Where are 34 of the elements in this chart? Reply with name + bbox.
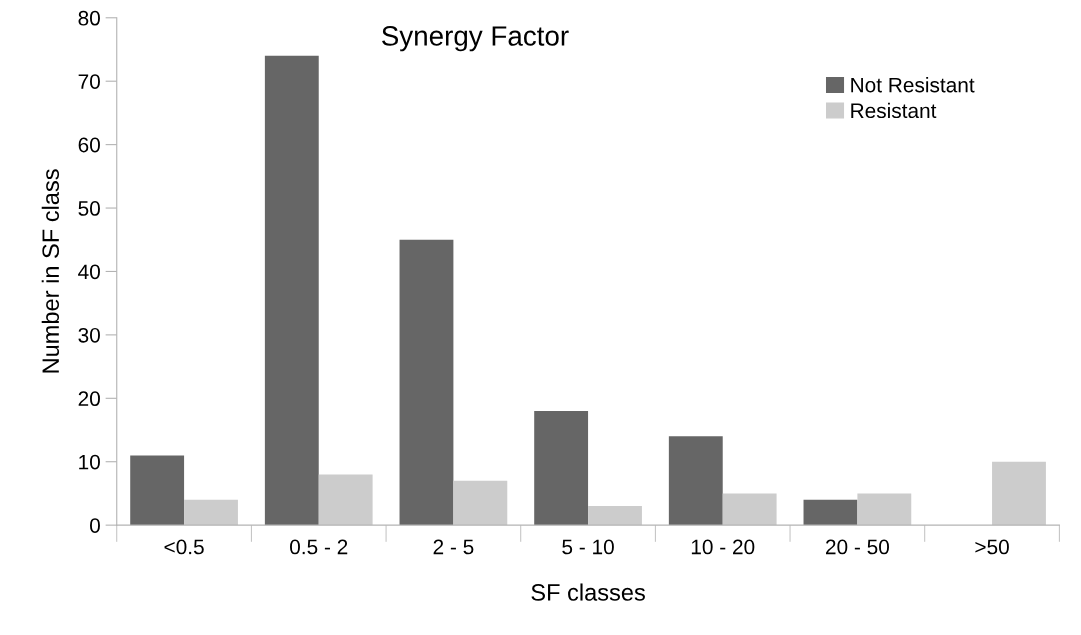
- bar: [992, 461, 1046, 526]
- bar: [184, 499, 238, 526]
- bar: [722, 493, 777, 526]
- bar: [803, 499, 858, 526]
- x-axis-title: SF classes: [531, 583, 645, 601]
- x-tick-label: 10 - 20: [691, 539, 755, 555]
- x-tick-label: 0.5 - 2: [290, 539, 348, 555]
- y-tick-label: 20: [78, 391, 100, 407]
- x-tick-label: <0.5: [164, 539, 204, 555]
- bar: [588, 506, 642, 526]
- y-tick-label: 60: [78, 137, 100, 153]
- x-tick-label: 5 - 10: [562, 539, 614, 555]
- y-axis-title: Number in SF class: [41, 169, 60, 373]
- bar: [534, 410, 589, 526]
- bar: [264, 55, 319, 526]
- chart-title: Synergy Factor: [382, 26, 569, 52]
- y-tick-label: 40: [78, 264, 100, 280]
- y-tick-label: 30: [78, 327, 100, 343]
- y-tick-label: 50: [78, 201, 100, 216]
- bar: [318, 474, 373, 526]
- bar: [668, 436, 723, 526]
- x-tick-label: 2 - 5: [433, 539, 474, 555]
- legend-label: Resistant: [851, 102, 937, 119]
- y-tick-label: 10: [79, 454, 100, 470]
- bar: [453, 480, 508, 526]
- bar: [130, 455, 185, 526]
- y-tick-label: 0: [90, 518, 100, 533]
- y-tick-label: 70: [78, 74, 100, 89]
- y-tick-label: 80: [78, 10, 100, 26]
- x-tick-label: >50: [975, 539, 1009, 555]
- legend-label: Not Resistant: [851, 77, 975, 93]
- bar: [399, 239, 454, 526]
- bar: [857, 493, 912, 526]
- x-tick-label: 20 - 50: [826, 539, 890, 555]
